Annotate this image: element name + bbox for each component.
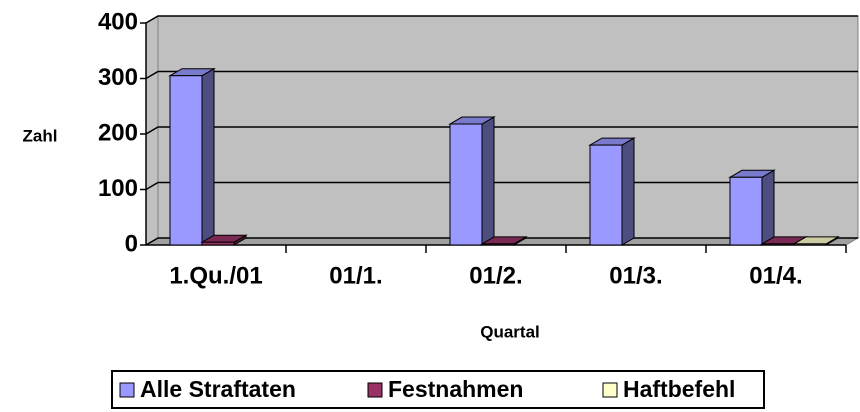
- bar-front: [201, 241, 235, 246]
- bar-front: [729, 176, 763, 246]
- y-tick-label: 0: [125, 230, 138, 257]
- x-tick-label: 01/1.: [329, 262, 382, 289]
- y-tick-label: 200: [98, 119, 138, 146]
- bar-front: [481, 243, 515, 246]
- legend-swatch: [119, 382, 135, 398]
- y-tick-label: 300: [98, 64, 138, 91]
- bar-side: [761, 169, 775, 246]
- bar-front: [169, 75, 203, 246]
- y-tick-label: 400: [98, 8, 138, 35]
- grid-line: [145, 15, 858, 24]
- bar: [168, 67, 216, 246]
- legend-swatch: [367, 382, 383, 398]
- grid-line: [145, 70, 858, 80]
- legend-box: [111, 370, 765, 409]
- bar: [480, 236, 528, 246]
- legend-label: Haftbefehl: [623, 376, 735, 402]
- grid-line: [145, 126, 858, 135]
- x-tick-label: 1.Qu./01: [169, 262, 262, 289]
- bar: [792, 236, 840, 246]
- bar: [448, 116, 496, 246]
- bar-front: [449, 123, 483, 246]
- x-tick-label: 01/3.: [609, 262, 662, 289]
- legend-label: Festnahmen: [388, 376, 523, 402]
- bar-front: [761, 243, 795, 246]
- bar-side: [621, 137, 635, 246]
- x-tick-label: 01/4.: [749, 262, 802, 289]
- bar-side: [481, 116, 495, 246]
- bar-side: [201, 67, 215, 246]
- x-tick-label: 01/2.: [469, 262, 522, 289]
- y-tick-label: 100: [98, 175, 138, 202]
- bar: [728, 169, 776, 246]
- x-axis-title: Quartal: [480, 322, 540, 341]
- bar: [200, 234, 248, 246]
- bar-front: [793, 243, 827, 246]
- bar-front: [589, 144, 623, 246]
- y-axis-title: Zahl: [23, 126, 58, 145]
- legend-swatch: [602, 382, 618, 398]
- bar: [588, 137, 636, 246]
- legend-label: Alle Straftaten: [140, 376, 296, 402]
